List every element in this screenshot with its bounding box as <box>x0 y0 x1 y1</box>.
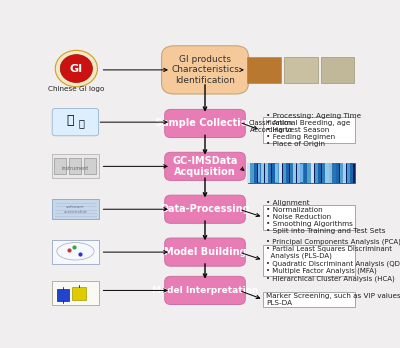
Bar <box>275 164 278 182</box>
Text: Data-Processing: Data-Processing <box>160 204 250 214</box>
Text: 🧫: 🧫 <box>66 114 74 127</box>
Circle shape <box>55 50 98 87</box>
Bar <box>314 163 318 183</box>
FancyBboxPatch shape <box>165 109 245 137</box>
FancyBboxPatch shape <box>84 158 96 174</box>
Bar <box>304 163 307 183</box>
FancyBboxPatch shape <box>321 57 354 83</box>
Bar <box>322 163 325 183</box>
Text: Chinese GI logo: Chinese GI logo <box>48 86 104 93</box>
FancyBboxPatch shape <box>52 199 99 219</box>
FancyBboxPatch shape <box>52 154 99 179</box>
Bar <box>318 163 322 183</box>
Bar <box>300 163 304 183</box>
FancyBboxPatch shape <box>165 195 245 223</box>
Text: • Principal Components Analysis (PCA)
• Partial Least Squares Discriminant
  Ana: • Principal Components Analysis (PCA) • … <box>266 238 400 282</box>
FancyBboxPatch shape <box>263 118 354 143</box>
Text: Marker Screening, such as VIP values for
PLS-DA: Marker Screening, such as VIP values for… <box>266 293 400 306</box>
Bar <box>286 163 289 183</box>
Bar <box>290 163 293 183</box>
Bar <box>300 164 303 182</box>
Bar <box>325 163 328 183</box>
Bar <box>258 163 261 183</box>
Bar <box>265 163 268 183</box>
Bar <box>279 163 282 183</box>
Bar <box>247 163 250 183</box>
Bar <box>258 164 260 182</box>
Bar <box>261 163 264 183</box>
Bar <box>325 164 328 182</box>
FancyBboxPatch shape <box>57 289 69 301</box>
Text: • Processing: Ageing Time
• Animal Breeding, age
• Harvest Season
• Feeding Regi: • Processing: Ageing Time • Animal Breed… <box>266 113 361 147</box>
Text: instrument: instrument <box>62 166 89 171</box>
Text: Classification
According to: Classification According to <box>248 120 293 133</box>
Bar <box>268 163 272 183</box>
Bar <box>340 163 343 183</box>
Text: software
screenshot: software screenshot <box>64 205 87 214</box>
Bar <box>343 163 346 183</box>
Text: GI: GI <box>70 64 83 73</box>
Bar <box>350 163 354 183</box>
FancyBboxPatch shape <box>72 287 86 300</box>
Text: GC-IMSData
Acquisition: GC-IMSData Acquisition <box>172 156 238 177</box>
Bar <box>293 163 296 183</box>
Bar <box>343 164 346 182</box>
Circle shape <box>60 55 92 82</box>
Bar <box>308 163 311 183</box>
Bar <box>254 163 257 183</box>
FancyBboxPatch shape <box>54 158 66 174</box>
Bar <box>275 163 279 183</box>
FancyBboxPatch shape <box>284 57 318 83</box>
FancyBboxPatch shape <box>248 163 354 183</box>
Text: Sample Collection: Sample Collection <box>155 118 255 128</box>
Bar <box>347 163 350 183</box>
Bar <box>297 163 300 183</box>
Text: 📍: 📍 <box>78 118 84 128</box>
Bar <box>250 163 254 183</box>
FancyBboxPatch shape <box>263 292 354 307</box>
Bar <box>282 163 286 183</box>
FancyBboxPatch shape <box>52 109 99 136</box>
FancyBboxPatch shape <box>52 281 99 305</box>
Bar <box>336 163 339 183</box>
FancyBboxPatch shape <box>165 152 245 180</box>
Bar <box>329 163 332 183</box>
FancyBboxPatch shape <box>263 245 354 276</box>
Text: GI products
Characteristics
Identification: GI products Characteristics Identificati… <box>171 55 239 85</box>
Bar <box>272 163 275 183</box>
Text: Model Interpretation: Model Interpretation <box>152 286 258 295</box>
FancyBboxPatch shape <box>52 240 99 264</box>
FancyBboxPatch shape <box>69 158 81 174</box>
FancyBboxPatch shape <box>165 276 245 304</box>
FancyBboxPatch shape <box>248 57 281 83</box>
FancyBboxPatch shape <box>263 205 354 230</box>
Text: Model Building: Model Building <box>164 247 246 257</box>
FancyBboxPatch shape <box>162 46 248 94</box>
Bar <box>332 163 336 183</box>
Bar <box>311 163 314 183</box>
Text: • Alignment
• Normalization
• Noise Reduction
• Smoothing Algorithms
• Split int: • Alignment • Normalization • Noise Redu… <box>266 200 386 234</box>
FancyBboxPatch shape <box>165 238 245 266</box>
